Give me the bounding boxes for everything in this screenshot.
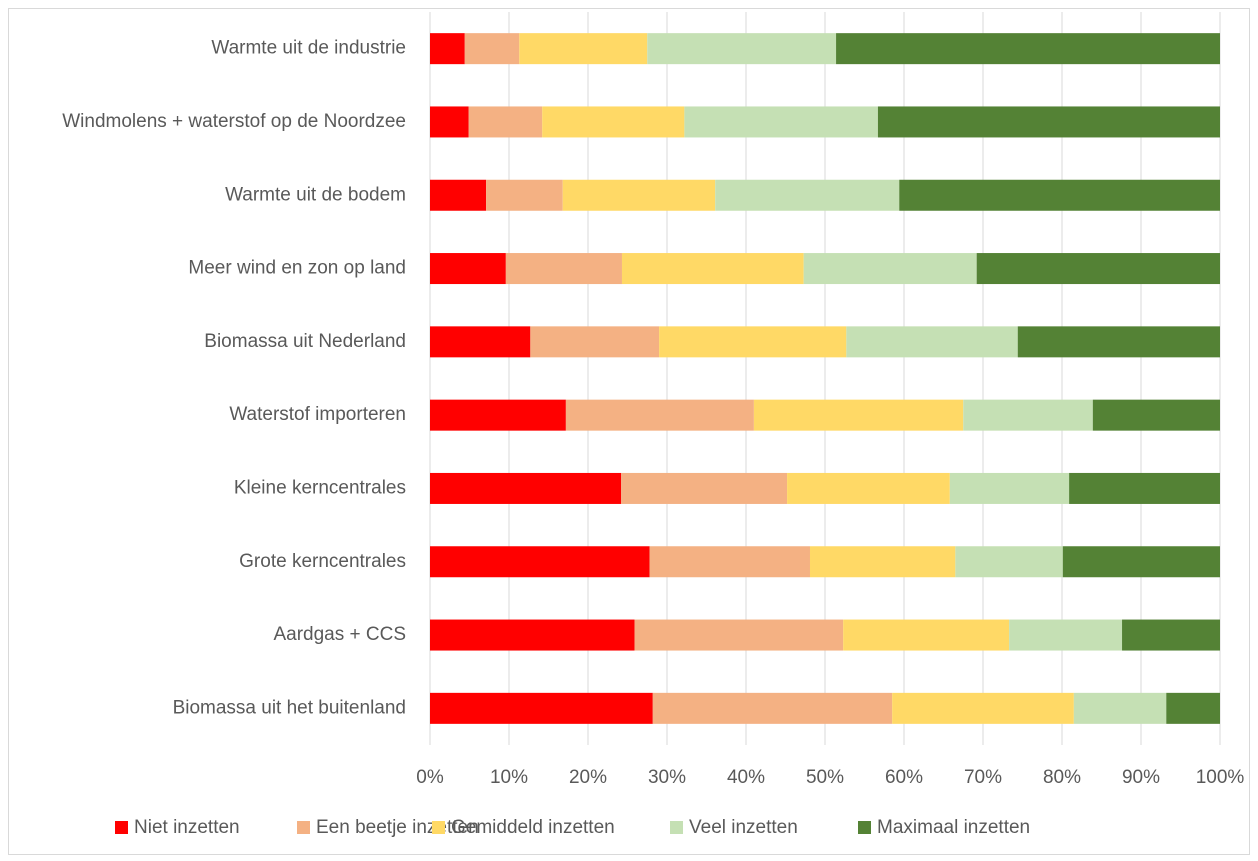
bar-segment: [430, 546, 650, 578]
bar-segment: [565, 399, 754, 431]
y-tick-label: Aardgas + CCS: [273, 624, 406, 645]
bar-segment: [1062, 546, 1220, 578]
bar-segment: [1092, 399, 1220, 431]
bar-segment: [486, 179, 563, 211]
bar-segment: [464, 33, 520, 65]
y-tick-label: Meer wind en zon op land: [188, 258, 406, 279]
bar-segment: [1166, 692, 1220, 724]
bar-segment: [542, 106, 685, 138]
bar-segment: [430, 253, 506, 285]
bar-segment: [753, 399, 964, 431]
y-tick-label: Warmte uit de bodem: [225, 184, 406, 205]
bar-segment: [1009, 619, 1123, 651]
bar-segment: [659, 326, 847, 358]
bar-segment: [430, 619, 635, 651]
x-tick-label: 50%: [806, 767, 844, 788]
bar-segment: [468, 106, 543, 138]
bar-segment: [976, 253, 1220, 285]
bar-segment: [505, 253, 622, 285]
bar-segment: [843, 619, 1010, 651]
x-tick-label: 20%: [569, 767, 607, 788]
x-tick-label: 70%: [964, 767, 1002, 788]
y-tick-label: Windmolens + waterstof op de Noordzee: [62, 111, 406, 132]
x-tick-label: 80%: [1043, 767, 1081, 788]
legend-marker: [115, 821, 128, 834]
legend-marker: [432, 821, 445, 834]
bar-segment: [963, 399, 1093, 431]
bar-segment: [1017, 326, 1220, 358]
bar-segment: [1069, 472, 1220, 504]
y-tick-label: Biomassa uit Nederland: [204, 331, 406, 352]
bar-segment: [892, 692, 1074, 724]
legend-marker: [858, 821, 871, 834]
x-tick-label: 40%: [727, 767, 765, 788]
x-tick-label: 0%: [416, 767, 444, 788]
bar-segment: [877, 106, 1220, 138]
bar-segment: [684, 106, 878, 138]
y-tick-label: Grote kerncentrales: [239, 551, 406, 572]
legend-marker: [670, 821, 683, 834]
legend-marker: [297, 821, 310, 834]
y-tick-label: Warmte uit de industrie: [211, 38, 406, 59]
bar-segment: [787, 472, 950, 504]
bar-segment: [430, 692, 653, 724]
bar-segment: [562, 179, 716, 211]
bar-segment: [430, 106, 469, 138]
bar-segment: [836, 33, 1220, 65]
bar-segment: [621, 253, 804, 285]
bar-segment: [530, 326, 660, 358]
bar-segment: [519, 33, 648, 65]
x-tick-label: 10%: [490, 767, 528, 788]
bar-segment: [647, 33, 837, 65]
bar-segment: [809, 546, 956, 578]
bar-segment: [1122, 619, 1220, 651]
x-tick-label: 90%: [1122, 767, 1160, 788]
bar-segment: [949, 472, 1070, 504]
x-tick-label: 100%: [1196, 767, 1245, 788]
bar-segment: [430, 33, 465, 65]
bar-segment: [846, 326, 1018, 358]
bar-segment: [715, 179, 900, 211]
legend-label: Niet inzetten: [134, 817, 240, 838]
y-tick-label: Kleine kerncentrales: [234, 477, 406, 498]
bar-segment: [430, 179, 487, 211]
bar-segment: [430, 399, 566, 431]
bar-segment: [649, 546, 810, 578]
bar-segment: [634, 619, 844, 651]
bar-segment: [1073, 692, 1167, 724]
y-tick-label: Waterstof importeren: [229, 404, 406, 425]
bar-segment: [652, 692, 893, 724]
bar-segment: [955, 546, 1063, 578]
bar-segment: [430, 326, 531, 358]
x-tick-label: 60%: [885, 767, 923, 788]
y-tick-label: Biomassa uit het buitenland: [173, 697, 406, 718]
bar-segment: [430, 472, 622, 504]
legend-label: Gemiddeld inzetten: [451, 817, 615, 838]
legend-label: Veel inzetten: [689, 817, 798, 838]
bar-segment: [899, 179, 1220, 211]
bar-segment: [803, 253, 977, 285]
x-tick-label: 30%: [648, 767, 686, 788]
bar-segment: [621, 472, 788, 504]
legend-label: Maximaal inzetten: [877, 817, 1030, 838]
